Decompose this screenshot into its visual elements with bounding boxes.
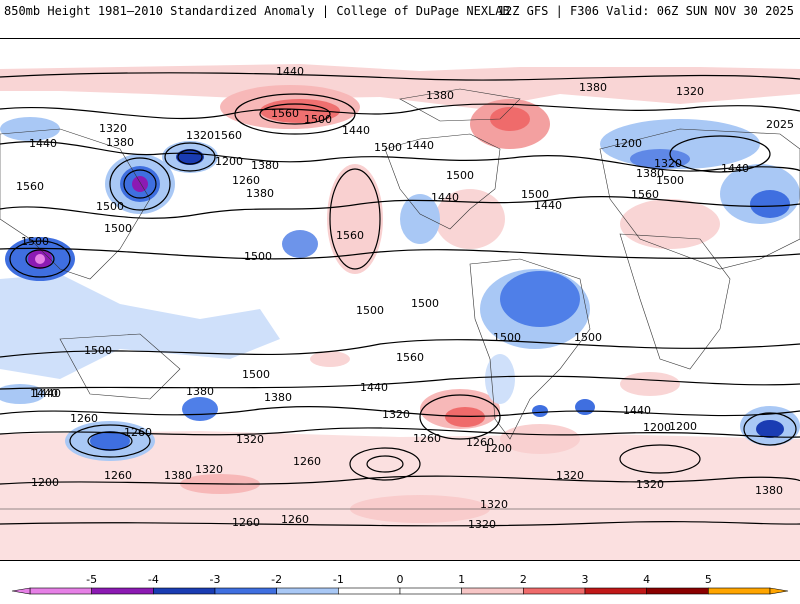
- contour-label: 1500: [446, 169, 474, 182]
- colorbar-tick-label: -2: [271, 573, 282, 586]
- colorbar-tick-label: 3: [582, 573, 589, 586]
- contour-label: 1500: [493, 331, 521, 344]
- contour-label: 1440: [29, 137, 57, 150]
- contour-label: 1260: [466, 436, 494, 449]
- contour-label: 1320: [99, 122, 127, 135]
- colorbar-tick-label: 2: [520, 573, 527, 586]
- colorbar-extend-arrow: [770, 588, 788, 594]
- contour-label: 1440: [431, 191, 459, 204]
- contour-label: 1440: [406, 139, 434, 152]
- colorbar-segment: [462, 588, 524, 594]
- colorbar-segment: [153, 588, 215, 594]
- contour-label: 1380: [106, 136, 134, 149]
- contour-label: 1440: [342, 124, 370, 137]
- colorbar-tick-label: -3: [210, 573, 221, 586]
- colorbar-ticks: -5 -4 -3 -2 -1 0 1 2 3 4 5: [86, 573, 712, 586]
- contour-label: 1500: [521, 188, 549, 201]
- contour-label: 1500: [656, 174, 684, 187]
- contour-label: 1500: [104, 222, 132, 235]
- contour-label: 2025: [766, 118, 794, 131]
- contour-label: 1320: [236, 433, 264, 446]
- colorbar-svg: -5 -4 -3 -2 -1 0 1 2 3 4 5: [0, 562, 800, 600]
- contour-label: 1380: [264, 391, 292, 404]
- colorbar-segment: [585, 588, 647, 594]
- contour-label: 1380: [251, 159, 279, 172]
- colorbar-segment: [708, 588, 770, 594]
- contour-label: 1500: [21, 235, 49, 248]
- contour-label: 1440: [623, 404, 651, 417]
- colorbar-tick-label: 4: [643, 573, 650, 586]
- colorbar-segment: [277, 588, 339, 594]
- anomaly-map: 1440 1560 1500 1440 1380 1380 1320 1320 1440 1380…: [0, 38, 800, 561]
- contour-label: 1320: [195, 463, 223, 476]
- contour-label: 1500: [244, 250, 272, 263]
- contour-label: 1260: [281, 513, 309, 526]
- contour-label: 1200: [215, 155, 243, 168]
- contour-label: 1260: [413, 432, 441, 445]
- contour-label: 1500: [84, 344, 112, 357]
- contour-label: 1560: [631, 188, 659, 201]
- contour-label: 1560: [336, 229, 364, 242]
- colorbar-segment: [92, 588, 154, 594]
- colorbar-tick-label: 1: [458, 573, 465, 586]
- contour-label: 1320: [468, 518, 496, 531]
- contour-label: 1200: [31, 476, 59, 489]
- contour-label: 1320: [382, 408, 410, 421]
- colorbar-segment: [338, 588, 400, 594]
- contour-label: 1380: [426, 89, 454, 102]
- colorbar-tick-label: 0: [397, 573, 404, 586]
- contour-label: 1260: [70, 412, 98, 425]
- contour-label: 1380: [186, 385, 214, 398]
- contour-label: 1200: [643, 421, 671, 434]
- contour-label: 1500: [574, 331, 602, 344]
- contour-label: 1380: [579, 81, 607, 94]
- contour-label: 1500: [96, 200, 124, 213]
- contour-label: 1200: [669, 420, 697, 433]
- contour-label: 1560: [16, 180, 44, 193]
- contour-label: 1500: [242, 368, 270, 381]
- contour-label: 1560: [271, 107, 299, 120]
- contour-label: 1380: [164, 469, 192, 482]
- contour-label: 1260: [293, 455, 321, 468]
- colorbar-extend-arrow: [12, 588, 30, 594]
- model-run-info: 12Z GFS | F306 Valid: 06Z SUN NOV 30 202…: [498, 0, 794, 22]
- colorbar-segment: [400, 588, 462, 594]
- contour-label: 1260: [232, 174, 260, 187]
- contour-label: 1380: [755, 484, 783, 497]
- colorbar-segment: [523, 588, 585, 594]
- colorbar-tick-label: -1: [333, 573, 344, 586]
- contour-label: 1260: [124, 426, 152, 439]
- contour-label: 1320: [480, 498, 508, 511]
- colorbar-tick-label: 5: [705, 573, 712, 586]
- contour-label: 1320: [636, 478, 664, 491]
- contour-label: 1500: [356, 304, 384, 317]
- contour-label: 1260: [232, 516, 260, 529]
- colorbar-tick-label: -5: [86, 573, 97, 586]
- colorbar: -5 -4 -3 -2 -1 0 1 2 3 4 5: [0, 562, 800, 600]
- colorbar-segments: [12, 588, 788, 594]
- contour-label: 1380: [246, 187, 274, 200]
- contour-label: 1500: [304, 113, 332, 126]
- map-title: 850mb Height 1981–2010 Standardized Anom…: [4, 0, 510, 22]
- colorbar-segment: [30, 588, 92, 594]
- contour-label: 1440: [360, 381, 388, 394]
- contour-label: 1560: [396, 351, 424, 364]
- colorbar-segment: [215, 588, 277, 594]
- contour-label: 1200: [614, 137, 642, 150]
- colorbar-segment: [647, 588, 709, 594]
- contour-label: 1560: [214, 129, 242, 142]
- contour-label: 1320: [676, 85, 704, 98]
- contour-label: 1500: [374, 141, 402, 154]
- contour-label: 1440: [276, 65, 304, 78]
- contour-label: 1320: [556, 469, 584, 482]
- contour-label: 1500: [411, 297, 439, 310]
- colorbar-tick-label: -4: [148, 573, 159, 586]
- contour-label: 1440: [30, 387, 58, 400]
- contour-label: 1320: [186, 129, 214, 142]
- contour-label: 1260: [104, 469, 132, 482]
- contour-label: 1440: [721, 162, 749, 175]
